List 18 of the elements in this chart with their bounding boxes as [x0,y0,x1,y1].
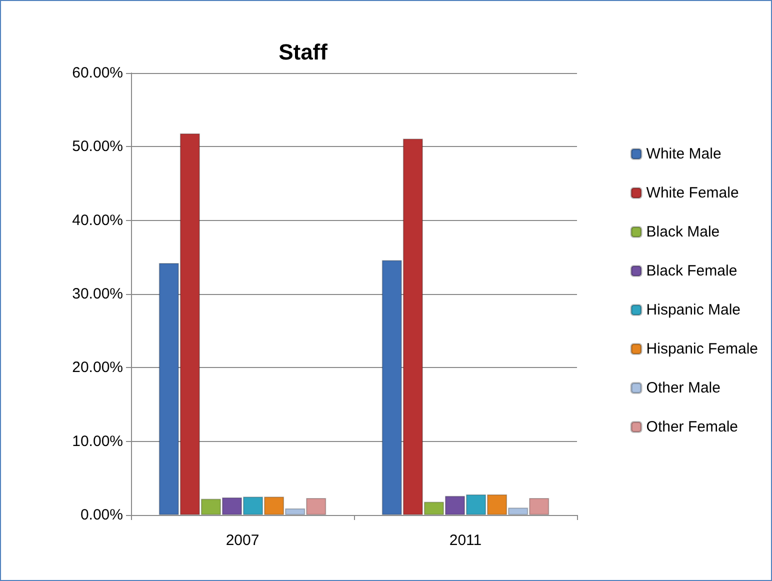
legend-label: Hispanic Female [646,340,758,358]
x-tick-label: 2007 [226,532,260,549]
legend-label: Hispanic Male [646,302,741,318]
legend-label: White Male [646,146,722,162]
y-tick-label: 10.00% [72,432,123,450]
y-tick-label: 30.00% [72,286,123,302]
legend-label: Other Male [646,380,720,396]
y-tick-label: 20.00% [72,359,123,376]
chart-title: Staff [278,40,328,64]
y-tick-label: 60.00% [72,64,123,82]
y-tick-label: 50.00% [72,138,123,156]
legend-label: Black Female [646,262,738,280]
legend-label: Black Male [646,224,720,240]
x-tick-label: 2011 [449,532,482,549]
y-tick-label: 40.00% [72,212,123,229]
y-tick-label: 0.00% [80,506,123,524]
legend-label: Other Female [646,418,738,436]
legend-label: White Female [646,184,739,202]
